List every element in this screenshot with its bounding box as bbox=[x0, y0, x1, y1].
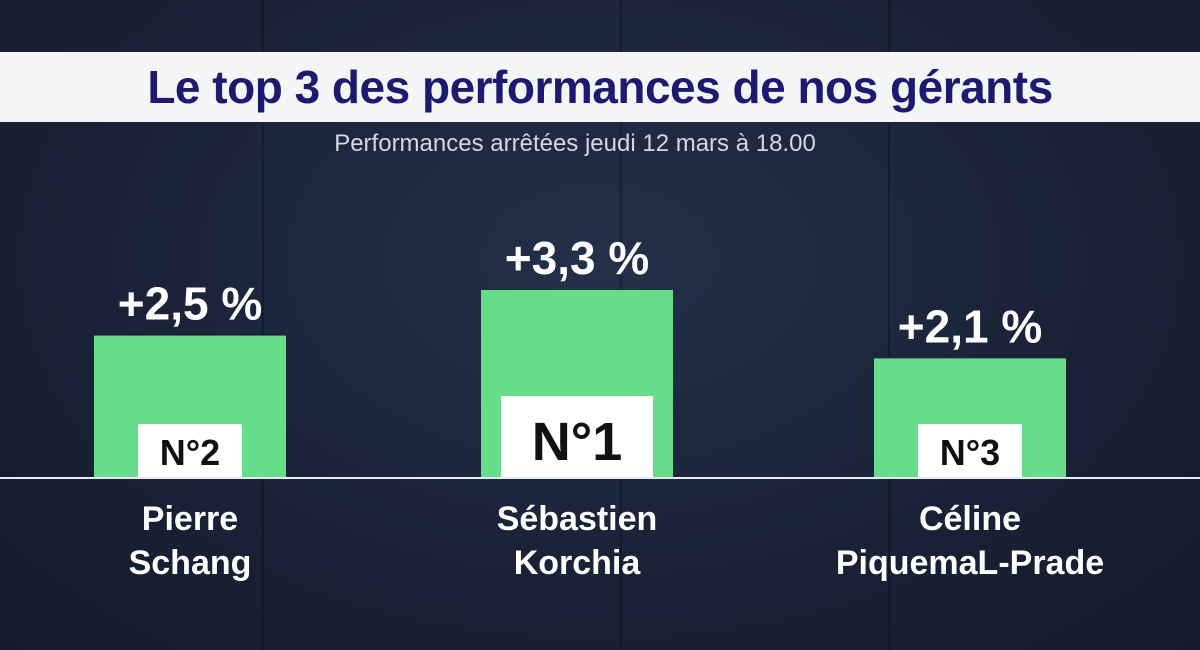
value-label: +2,5 % bbox=[118, 278, 263, 330]
category-label: Sébastien bbox=[497, 500, 658, 538]
background-panel-divider bbox=[888, 0, 890, 650]
category-label: Korchia bbox=[514, 544, 642, 582]
category-label: PiquemaL-Prade bbox=[836, 544, 1104, 582]
rank-badge bbox=[138, 424, 242, 478]
value-label: +3,3 % bbox=[505, 232, 650, 284]
rank-badge bbox=[501, 396, 653, 478]
rank-label: N°2 bbox=[160, 432, 220, 473]
rank-label: N°1 bbox=[532, 412, 623, 472]
rank-label: N°3 bbox=[940, 432, 1000, 473]
value-label: +2,1 % bbox=[898, 300, 1043, 352]
chart-title: Le top 3 des performances de nos gérants bbox=[147, 61, 1053, 113]
title-band: Le top 3 des performances de nos gérants bbox=[0, 52, 1200, 122]
rank-badge bbox=[918, 424, 1022, 478]
category-label: Céline bbox=[919, 500, 1021, 538]
category-label: Schang bbox=[129, 544, 252, 582]
chart-subtitle: Performances arrêtées jeudi 12 mars à 18… bbox=[334, 130, 816, 157]
background-panel-divider bbox=[262, 0, 264, 650]
category-label: Pierre bbox=[142, 500, 238, 538]
